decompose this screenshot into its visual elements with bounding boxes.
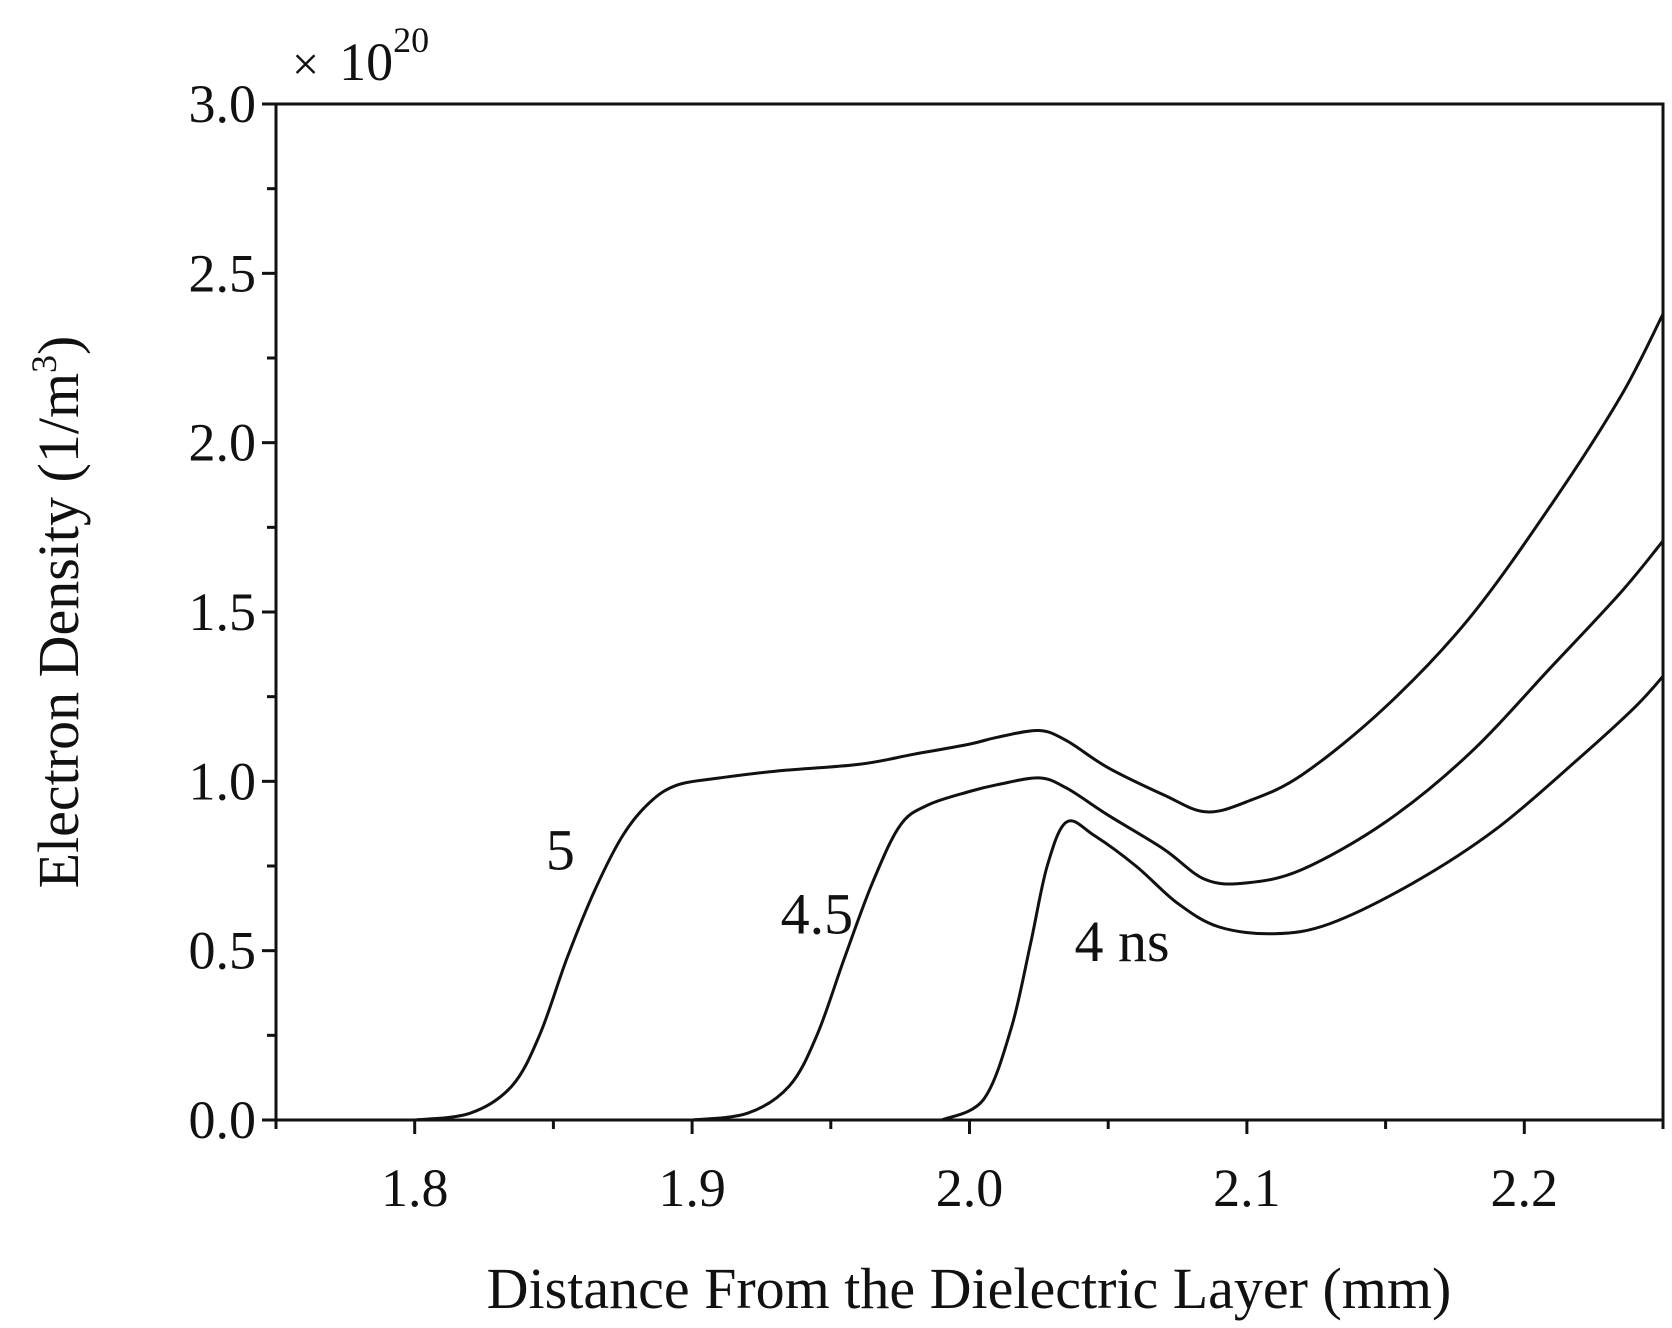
series-group (414, 313, 1665, 1122)
x-tick-label: 2.2 (1491, 1158, 1559, 1218)
series-label: 5 (546, 817, 575, 882)
y-tick-label: 1.5 (189, 582, 257, 642)
series-line (691, 539, 1665, 1122)
y-tick-label: 1.0 (189, 751, 257, 811)
y-multiplier-sign: × (292, 38, 319, 91)
series-label: 4.5 (781, 882, 854, 947)
axis-tick-labels: 1.8 1.9 2.0 2.1 2.2 0.0 0.5 1.0 1.5 2.0 2.5 3.0 (189, 74, 1559, 1218)
y-tick-label: 2.0 (189, 413, 257, 473)
y-tick-label: 0.0 (189, 1090, 257, 1150)
x-tick-label: 1.8 (381, 1158, 449, 1218)
y-tick-label: 3.0 (189, 74, 257, 134)
series-label: 4 ns (1075, 909, 1170, 974)
x-tick-label: 1.9 (658, 1158, 726, 1218)
y-axis-title-main: Electron Density (1/m (26, 373, 91, 888)
series-line (941, 675, 1665, 1122)
y-multiplier-exponent: 20 (393, 20, 429, 60)
series-line (414, 313, 1665, 1122)
axis-ticks (262, 102, 1665, 1134)
y-multiplier-base: 10 (339, 32, 393, 92)
x-tick-label: 2.1 (1213, 1158, 1281, 1218)
svg-text:Electron Density (1/m3): Electron Density (1/m3) (24, 336, 91, 889)
y-multiplier: × 1020 (292, 20, 429, 92)
y-axis-title-superscript: 3 (24, 355, 64, 373)
x-axis-title: Distance From the Dielectric Layer (mm) (487, 1256, 1452, 1321)
series-labels: 5 4.5 4 ns (546, 817, 1170, 973)
y-axis-title: Electron Density (1/m3) (24, 336, 91, 889)
y-axis-title-close: ) (26, 336, 91, 355)
y-tick-label: 2.5 (189, 243, 257, 303)
x-tick-label: 2.0 (936, 1158, 1004, 1218)
y-tick-label: 0.5 (189, 921, 257, 981)
plot-frame (274, 102, 1665, 1122)
